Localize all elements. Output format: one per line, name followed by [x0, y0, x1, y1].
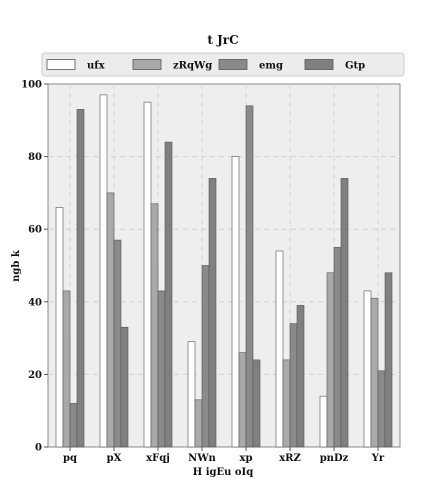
bar-Gtp-xRZ: [296, 305, 305, 448]
bar-Gtp-xp: [252, 359, 261, 448]
bar-zRqWg-xFqj: [150, 203, 159, 448]
bar-emg-pq: [69, 403, 78, 448]
legend-label-emg: emg: [259, 61, 283, 72]
bar-ufx-NWn: [187, 341, 196, 448]
chart-title: t JrC: [207, 33, 238, 47]
legend-label-ufx: ufx: [87, 61, 106, 72]
legend-swatch-ufx: [46, 59, 76, 70]
bar-zRqWg-NWn: [194, 399, 203, 448]
bar-emg-pnDz: [333, 247, 342, 448]
bar-zRqWg-xRZ: [282, 359, 291, 448]
bar-Gtp-NWn: [208, 178, 217, 448]
bar-Gtp-pnDz: [340, 178, 349, 448]
y-tick-label: 80: [28, 152, 42, 163]
legend: ufx zRqWg emg Gtp: [41, 52, 405, 77]
legend-label-zRqWg: zRqWg: [173, 61, 212, 72]
bar-zRqWg-pnDz: [326, 272, 335, 448]
x-tick-label: Yr: [371, 453, 385, 464]
y-axis: 0 20 40 60 80 100: [21, 80, 48, 454]
legend-swatch-emg: [218, 59, 248, 70]
y-axis-label: ngb k: [11, 249, 22, 282]
bar-zRqWg-pX: [106, 192, 115, 448]
bar-Gtp-pX: [120, 326, 129, 448]
x-tick-label: xFqj: [146, 453, 170, 464]
y-tick-label: 60: [28, 225, 42, 236]
y-tick-label: 100: [21, 80, 42, 91]
bar-zRqWg-Yr: [370, 297, 379, 448]
bar-emg-xp: [245, 105, 254, 448]
bar-ufx-pnDz: [319, 395, 328, 448]
bar-Gtp-Yr: [384, 272, 393, 448]
y-tick-label: 0: [35, 443, 42, 454]
x-tick-label: pX: [107, 453, 122, 464]
bar-ufx-xp: [231, 156, 240, 448]
bar-ufx-pq: [55, 207, 64, 448]
x-tick-label: pq: [63, 453, 77, 464]
bar-ufx-xRZ: [275, 250, 284, 448]
bar-emg-NWn: [201, 265, 210, 448]
bar-Gtp-pq: [76, 109, 85, 448]
bars: [55, 94, 393, 448]
x-tick-label: NWn: [188, 453, 216, 464]
bar-Gtp-xFqj: [164, 141, 173, 448]
bar-emg-xFqj: [157, 290, 166, 448]
bar-emg-pX: [113, 239, 122, 448]
x-tick-label: xp: [240, 453, 253, 464]
x-tick-label: pnDz: [320, 453, 349, 464]
y-tick-label: 20: [28, 370, 42, 381]
bar-ufx-Yr: [363, 290, 372, 448]
legend-swatch-Gtp: [304, 59, 334, 70]
bar-ufx-pX: [99, 94, 108, 448]
x-axis: pq pX xFqj NWn xp xRZ pnDz Yr: [63, 447, 385, 464]
x-axis-label: H igEu oIq: [193, 467, 253, 478]
bar-zRqWg-pq: [62, 290, 71, 448]
legend-label-Gtp: Gtp: [345, 61, 365, 72]
bar-ufx-xFqj: [143, 101, 152, 448]
bar-emg-xRZ: [289, 323, 298, 448]
bar-zRqWg-xp: [238, 352, 247, 448]
y-tick-label: 40: [28, 297, 42, 308]
bar-emg-Yr: [377, 370, 386, 448]
legend-swatch-zRqWg: [132, 59, 162, 70]
x-tick-label: xRZ: [279, 453, 301, 464]
